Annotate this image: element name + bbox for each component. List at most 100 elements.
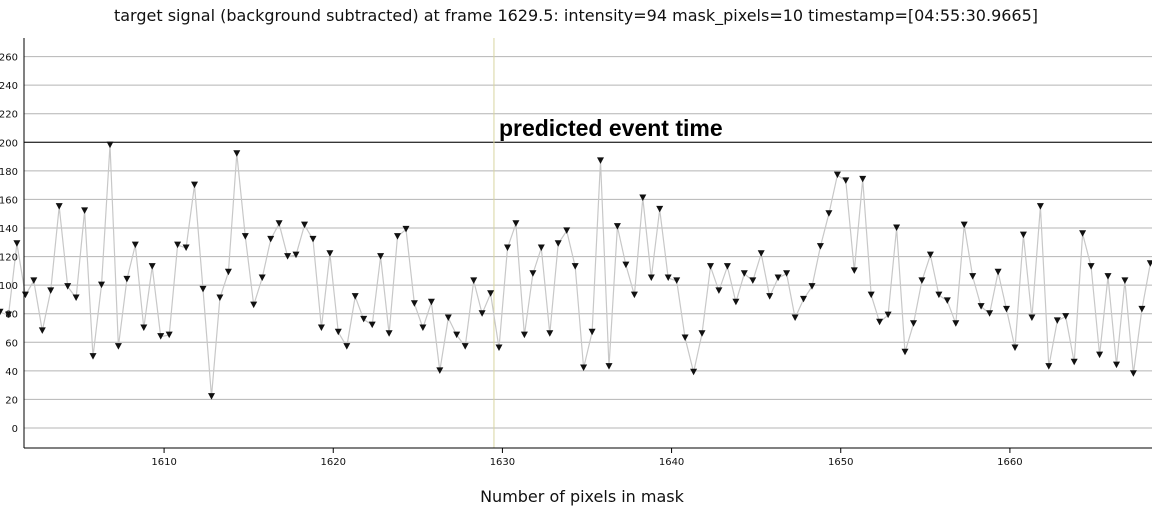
y-tick-label: 120	[0, 253, 18, 264]
axes	[23, 38, 1152, 453]
data-point	[55, 203, 63, 210]
data-point	[368, 321, 376, 329]
data-point	[1070, 358, 1078, 366]
data-point	[38, 327, 46, 334]
data-point	[571, 263, 579, 270]
data-point	[1011, 344, 1019, 351]
data-point	[867, 291, 875, 299]
data-point	[774, 274, 782, 281]
data-point	[1087, 263, 1095, 270]
data-point	[224, 268, 232, 276]
data-point	[157, 333, 165, 340]
data-point	[791, 314, 799, 321]
data-point	[859, 175, 867, 183]
data-point	[512, 220, 520, 227]
y-tick-label: 200	[0, 138, 18, 149]
data-point	[740, 270, 748, 277]
data-point	[715, 287, 723, 294]
data-point	[901, 348, 909, 356]
data-point	[1146, 260, 1152, 267]
data-point	[72, 294, 80, 301]
data-point	[174, 241, 182, 249]
data-point	[131, 241, 139, 249]
data-point	[766, 293, 774, 300]
data-point	[783, 270, 791, 277]
data-point	[1096, 351, 1104, 359]
data-point	[690, 368, 698, 376]
data-point	[977, 303, 985, 310]
data-point	[816, 243, 824, 250]
data-point	[1028, 314, 1036, 321]
data-point	[199, 285, 207, 293]
data-point	[800, 295, 807, 303]
data-point	[301, 221, 308, 229]
data-point	[842, 177, 850, 184]
data-point	[258, 274, 266, 281]
data-point	[681, 334, 689, 341]
y-tick-label: 180	[0, 167, 18, 178]
x-tick-label: 1660	[997, 457, 1022, 468]
data-point	[64, 283, 72, 290]
data-point	[360, 315, 368, 323]
data-point	[537, 244, 545, 251]
data-point	[410, 300, 418, 307]
data-point	[165, 331, 173, 339]
data-point	[1036, 203, 1044, 210]
data-point	[622, 261, 630, 269]
y-tick-label: 140	[0, 224, 18, 235]
data-point	[478, 310, 486, 317]
data-point	[106, 141, 114, 149]
data-point	[613, 223, 621, 230]
data-point	[554, 240, 562, 247]
data-point	[495, 344, 503, 351]
data-point	[182, 244, 190, 251]
data-point	[1062, 313, 1070, 320]
data-point	[698, 330, 706, 337]
y-tick-label: 240	[0, 81, 18, 92]
data-point	[402, 225, 410, 233]
data-point	[884, 311, 892, 319]
y-tick-label: 220	[0, 110, 18, 121]
y-tick-label: 40	[5, 367, 18, 378]
x-tick-label: 1650	[828, 457, 853, 468]
data-point	[326, 250, 334, 257]
data-point	[1113, 361, 1120, 369]
data-point	[918, 277, 926, 284]
data-point	[470, 277, 478, 284]
data-point	[639, 194, 647, 201]
data-point	[208, 393, 215, 400]
data-points-layer	[0, 141, 1152, 400]
data-point	[216, 294, 224, 301]
data-point	[385, 330, 393, 337]
x-tick-label: 1620	[321, 457, 346, 468]
x-tick-label: 1640	[659, 457, 684, 468]
data-point	[377, 253, 385, 260]
data-point	[757, 250, 765, 257]
data-point	[529, 270, 537, 277]
series-layer	[0, 145, 1151, 397]
data-point	[292, 251, 300, 259]
data-point	[1045, 363, 1053, 370]
data-point	[487, 290, 495, 297]
data-point	[732, 298, 740, 306]
data-point	[1003, 305, 1010, 313]
x-tick-labels: 1610 1620 1630 1640 1650 1660	[151, 457, 1022, 468]
data-point	[986, 310, 994, 317]
data-point	[960, 221, 968, 229]
data-point	[148, 263, 156, 270]
data-point	[5, 311, 12, 319]
data-point	[351, 293, 359, 300]
data-point	[453, 331, 461, 339]
y-tick-label: 160	[0, 195, 18, 206]
data-point	[98, 281, 105, 289]
data-point	[436, 367, 444, 374]
data-point	[546, 330, 554, 337]
data-point	[47, 287, 55, 294]
data-point	[317, 324, 325, 331]
data-point	[563, 227, 571, 234]
x-tick-label: 1610	[151, 457, 176, 468]
data-point	[504, 244, 511, 251]
y-tick-label: 260	[0, 53, 18, 64]
data-point	[749, 277, 757, 284]
data-point	[140, 324, 148, 331]
